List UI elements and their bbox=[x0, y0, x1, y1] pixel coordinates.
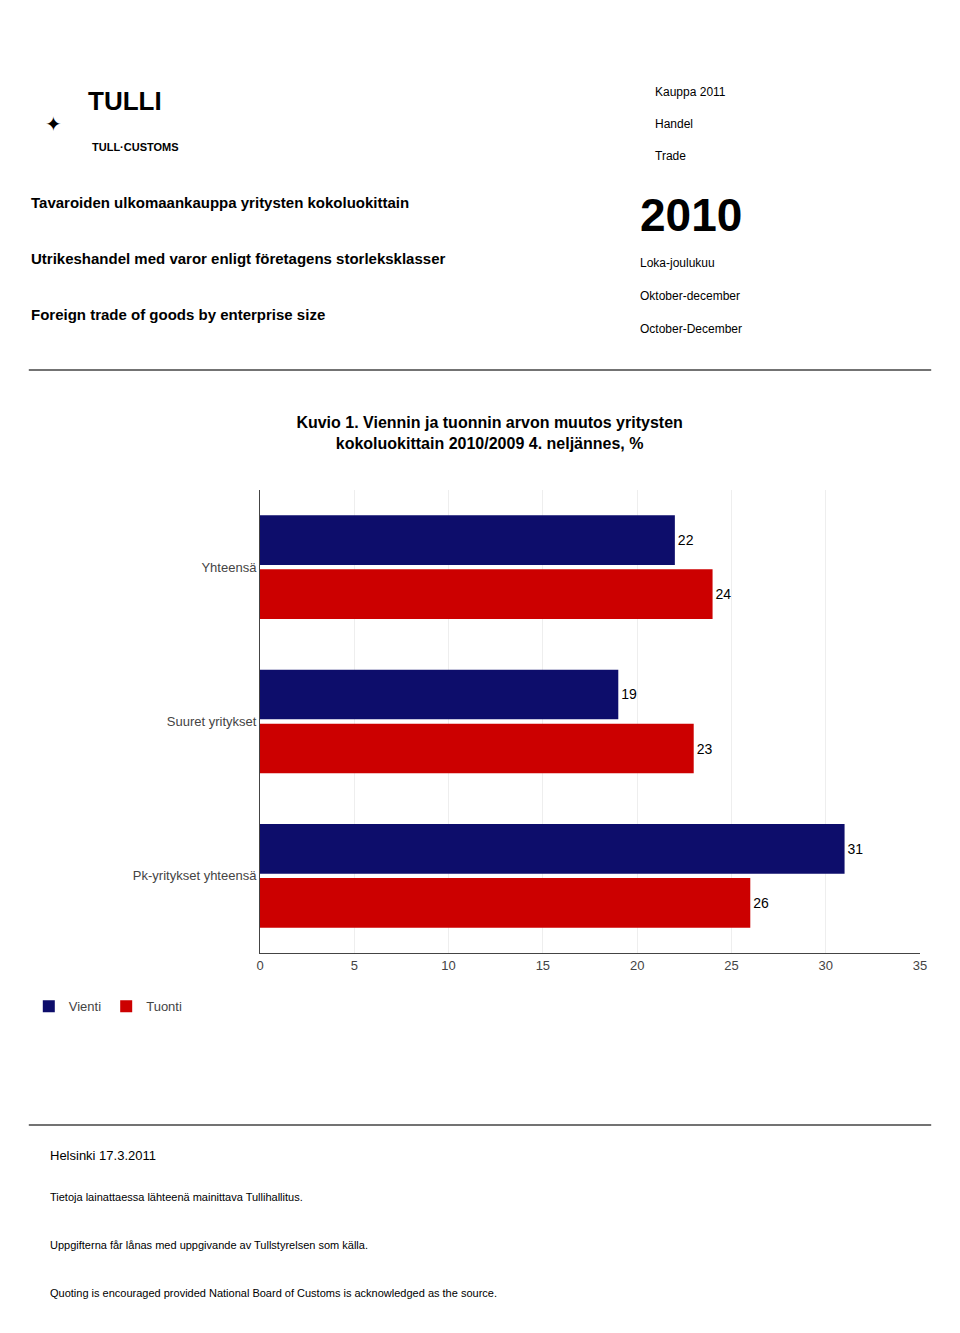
svg-text:Pk-yritykset yhteensä: Pk-yritykset yhteensä bbox=[133, 868, 257, 883]
svg-text:Utrikeshandel med varor enligt: Utrikeshandel med varor enligt företagen… bbox=[31, 250, 445, 267]
svg-text:Suuret yritykset: Suuret yritykset bbox=[167, 714, 257, 729]
svg-text:Helsinki 17.3.2011: Helsinki 17.3.2011 bbox=[50, 1148, 156, 1163]
svg-text:Kuvio 1. Viennin ja tuonnin ar: Kuvio 1. Viennin ja tuonnin arvon muutos… bbox=[296, 414, 682, 452]
svg-text:Vienti: Vienti bbox=[69, 999, 101, 1014]
svg-text:19: 19 bbox=[621, 686, 637, 702]
svg-text:Trade: Trade bbox=[655, 149, 686, 163]
svg-text:TULL·CUSTOMS: TULL·CUSTOMS bbox=[92, 141, 179, 153]
svg-text:10: 10 bbox=[441, 958, 455, 973]
svg-text:2010: 2010 bbox=[640, 189, 742, 241]
svg-text:26: 26 bbox=[753, 895, 769, 911]
svg-text:Yhteensä: Yhteensä bbox=[201, 560, 257, 575]
svg-text:35: 35 bbox=[913, 958, 927, 973]
svg-text:30: 30 bbox=[818, 958, 832, 973]
svg-text:24: 24 bbox=[716, 586, 732, 602]
svg-text:Handel: Handel bbox=[655, 117, 693, 131]
svg-text:Tietoja lainattaessa lähteenä: Tietoja lainattaessa lähteenä mainittava… bbox=[50, 1191, 303, 1203]
svg-text:31: 31 bbox=[848, 841, 864, 857]
svg-text:Oktober-december: Oktober-december bbox=[640, 289, 740, 303]
svg-text:✦: ✦ bbox=[45, 113, 62, 135]
svg-text:Uppgifterna får lånas med uppg: Uppgifterna får lånas med uppgivande av … bbox=[50, 1239, 368, 1251]
svg-text:TULLI: TULLI bbox=[88, 86, 162, 116]
svg-text:20: 20 bbox=[630, 958, 644, 973]
svg-text:Quoting is encouraged provided: Quoting is encouraged provided National … bbox=[50, 1287, 497, 1299]
svg-text:22: 22 bbox=[678, 532, 694, 548]
svg-text:October-December: October-December bbox=[640, 322, 742, 336]
svg-text:Foreign trade of goods by ente: Foreign trade of goods by enterprise siz… bbox=[31, 306, 325, 323]
svg-text:Loka-joulukuu: Loka-joulukuu bbox=[640, 256, 715, 270]
svg-text:Tuonti: Tuonti bbox=[146, 999, 182, 1014]
svg-text:15: 15 bbox=[536, 958, 550, 973]
svg-text:Tavaroiden ulkomaankauppa yrit: Tavaroiden ulkomaankauppa yritysten koko… bbox=[31, 194, 409, 211]
svg-text:Kauppa 2011: Kauppa 2011 bbox=[655, 85, 726, 99]
svg-text:23: 23 bbox=[697, 741, 713, 757]
svg-text:0: 0 bbox=[256, 958, 263, 973]
svg-text:5: 5 bbox=[351, 958, 358, 973]
svg-text:25: 25 bbox=[724, 958, 738, 973]
